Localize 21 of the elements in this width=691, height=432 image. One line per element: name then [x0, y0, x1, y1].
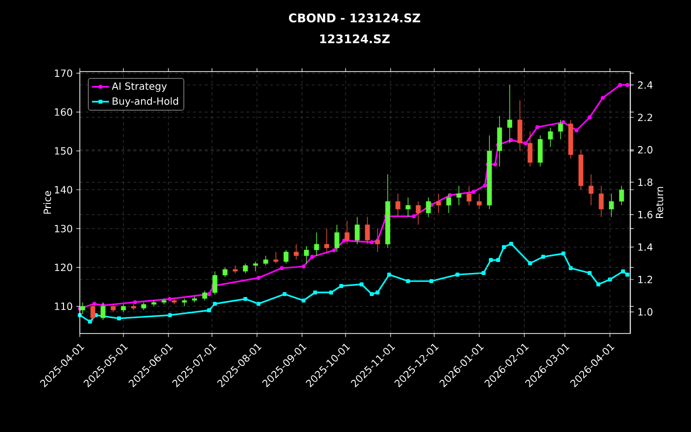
y-tick-label: 160	[54, 108, 72, 116]
y2-tick-label: 2.2	[638, 114, 652, 122]
y2-tick-label: 1.8	[638, 178, 652, 186]
y-tick-label: 110	[54, 302, 72, 310]
chart-title: CBOND - 123124.SZ	[288, 13, 420, 22]
y2-tick-label: 1.0	[638, 308, 652, 316]
y2-tick-label: 1.4	[638, 243, 652, 251]
chart-subtitle: 123124.SZ	[320, 34, 390, 44]
legend-label: AI Strategy	[112, 82, 167, 92]
y-tick-label: 150	[54, 147, 72, 155]
y-tick-label: 140	[54, 186, 72, 194]
y-tick-label: 120	[54, 264, 72, 272]
y2-tick-label: 2.0	[638, 146, 652, 154]
y-axis-title: Price	[43, 190, 52, 214]
legend-label: Buy-and-Hold	[112, 97, 178, 107]
y2-axis-title: Return	[656, 186, 664, 218]
y2-tick-label: 1.2	[638, 276, 652, 284]
y2-tick-label: 2.4	[638, 81, 652, 89]
y-tick-label: 170	[54, 69, 72, 77]
y-tick-label: 130	[54, 224, 72, 232]
y2-tick-label: 1.6	[638, 210, 652, 218]
